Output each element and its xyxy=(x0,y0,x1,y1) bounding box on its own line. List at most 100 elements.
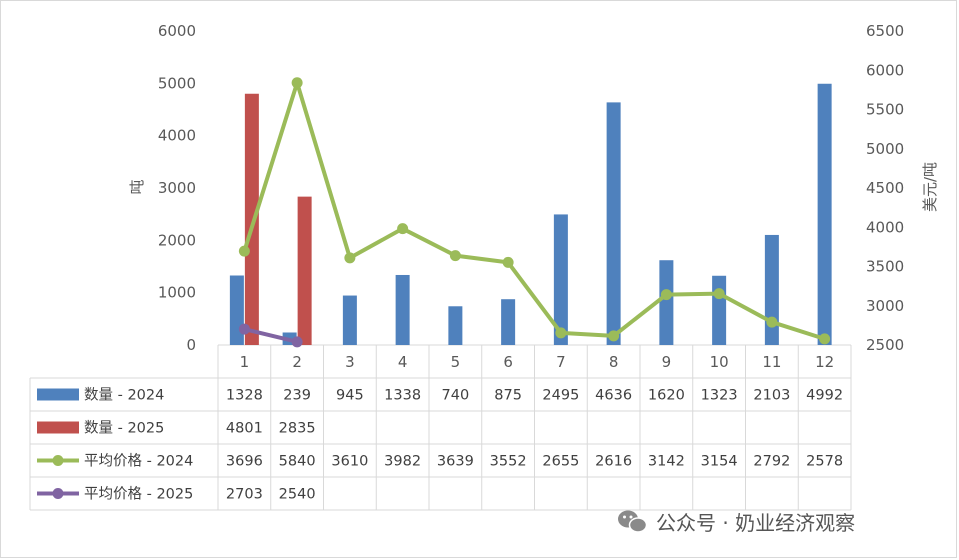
table-cell-value: 4801 xyxy=(226,421,263,437)
table-cell-value: 2578 xyxy=(806,454,843,470)
y2-axis-title: 美元/吨 xyxy=(921,162,939,212)
bar xyxy=(659,260,674,345)
line-point xyxy=(713,288,725,300)
bar xyxy=(395,274,410,345)
left-tick-label: 6000 xyxy=(158,22,196,40)
left-tick-label: 5000 xyxy=(158,74,196,92)
table-cell-value: 3696 xyxy=(226,454,263,470)
right-tick-label: 4000 xyxy=(866,218,904,236)
table-cell-value: 740 xyxy=(442,388,470,404)
right-tick-label: 6000 xyxy=(866,61,904,79)
legend-key-bar xyxy=(37,421,79,434)
right-tick-label: 4500 xyxy=(866,179,904,197)
right-tick-label: 2500 xyxy=(866,336,904,354)
y-axis-title: 吨 xyxy=(128,179,146,194)
table-cell-value: 2540 xyxy=(279,487,316,503)
bar xyxy=(448,306,463,345)
right-tick-label: 6500 xyxy=(866,22,904,40)
table-cell-value: 5840 xyxy=(279,454,316,470)
legend-series-name: 平均价格 - 2025 xyxy=(84,486,193,503)
line-point xyxy=(344,252,356,264)
line-point xyxy=(766,316,778,328)
line-point xyxy=(291,336,303,348)
line-point xyxy=(608,330,620,342)
lines xyxy=(238,77,831,348)
category-label: 8 xyxy=(609,353,619,371)
line-point xyxy=(291,77,303,89)
right-tick-label: 5000 xyxy=(866,140,904,158)
legend-key-bar xyxy=(37,388,79,401)
table-cell-value: 2835 xyxy=(279,421,316,437)
table-cell-value: 3639 xyxy=(437,454,474,470)
wechat-icon xyxy=(618,510,648,533)
line-point xyxy=(660,289,672,301)
category-label: 3 xyxy=(345,353,355,371)
category-label: 4 xyxy=(398,353,408,371)
category-labels: 1 2 3 4 5 6 7 8 9 10 11 12 xyxy=(240,353,835,371)
category-label: 12 xyxy=(815,353,834,371)
line-point xyxy=(238,245,250,257)
table-cell-value: 945 xyxy=(336,388,364,404)
left-tick-label: 1000 xyxy=(158,284,196,302)
table-cell-value: 1620 xyxy=(648,388,685,404)
data-table: 数量 - 2024 1328 239 945 1338 740 875 2495 4636 162… xyxy=(37,387,843,503)
table-cell-value: 239 xyxy=(283,388,311,404)
bar xyxy=(244,93,259,345)
bar xyxy=(297,196,312,345)
left-tick-label: 2000 xyxy=(158,231,196,249)
line-point xyxy=(238,323,250,335)
table-cell-value: 2703 xyxy=(226,487,263,503)
right-axis-ticks: 2500 3000 3500 4000 4500 5000 5500 6000 6500 xyxy=(866,22,904,354)
legend-series-name: 数量 - 2025 xyxy=(84,420,164,437)
table-cell-value: 3142 xyxy=(648,454,685,470)
bar xyxy=(606,102,621,346)
bar xyxy=(817,83,832,345)
left-tick-label: 0 xyxy=(186,336,196,354)
legend-series-name: 数量 - 2024 xyxy=(84,387,164,404)
table-cell-value: 2792 xyxy=(753,454,790,470)
table-cell-value: 1338 xyxy=(384,388,421,404)
table-cell-value: 4992 xyxy=(806,388,843,404)
right-tick-label: 5500 xyxy=(866,101,904,119)
line-point xyxy=(449,250,461,262)
category-label: 9 xyxy=(662,353,672,371)
table-cell-value: 2655 xyxy=(542,454,579,470)
left-axis-ticks: 0 1000 2000 3000 4000 5000 6000 xyxy=(158,22,196,354)
category-label: 5 xyxy=(451,353,461,371)
legend-key-point xyxy=(52,455,64,466)
category-label: 7 xyxy=(556,353,566,371)
table-cell-value: 2495 xyxy=(542,388,579,404)
watermark: 公众号 · 奶业经济观察 xyxy=(618,510,855,535)
table-cell-value: 3610 xyxy=(331,454,368,470)
bar xyxy=(342,295,357,345)
category-label: 2 xyxy=(292,353,302,371)
bar xyxy=(501,299,516,345)
left-tick-label: 3000 xyxy=(158,179,196,197)
series-line xyxy=(242,80,827,341)
bar xyxy=(764,234,779,345)
table-cell-value: 1323 xyxy=(701,388,738,404)
legend-series-name: 平均价格 - 2024 xyxy=(84,453,193,470)
table-cell-value: 4636 xyxy=(595,388,632,404)
bar xyxy=(229,275,244,345)
category-label: 10 xyxy=(710,353,729,371)
bar xyxy=(553,214,568,345)
watermark-text: 公众号 · 奶业经济观察 xyxy=(656,511,855,535)
line-point xyxy=(555,327,567,339)
category-label: 1 xyxy=(240,353,250,371)
table-cell-value: 875 xyxy=(494,388,522,404)
line-point xyxy=(502,256,514,268)
table-cell-value: 3154 xyxy=(701,454,738,470)
data-table-grid xyxy=(29,344,852,511)
table-cell-value: 2103 xyxy=(753,388,790,404)
line-point xyxy=(397,223,409,235)
left-tick-label: 4000 xyxy=(158,127,196,145)
right-tick-label: 3000 xyxy=(866,297,904,315)
table-cell-value: 2616 xyxy=(595,454,632,470)
line-point xyxy=(819,333,831,345)
legend-key-point xyxy=(52,488,64,499)
table-cell-value: 1328 xyxy=(226,388,263,404)
right-tick-label: 3500 xyxy=(866,258,904,276)
